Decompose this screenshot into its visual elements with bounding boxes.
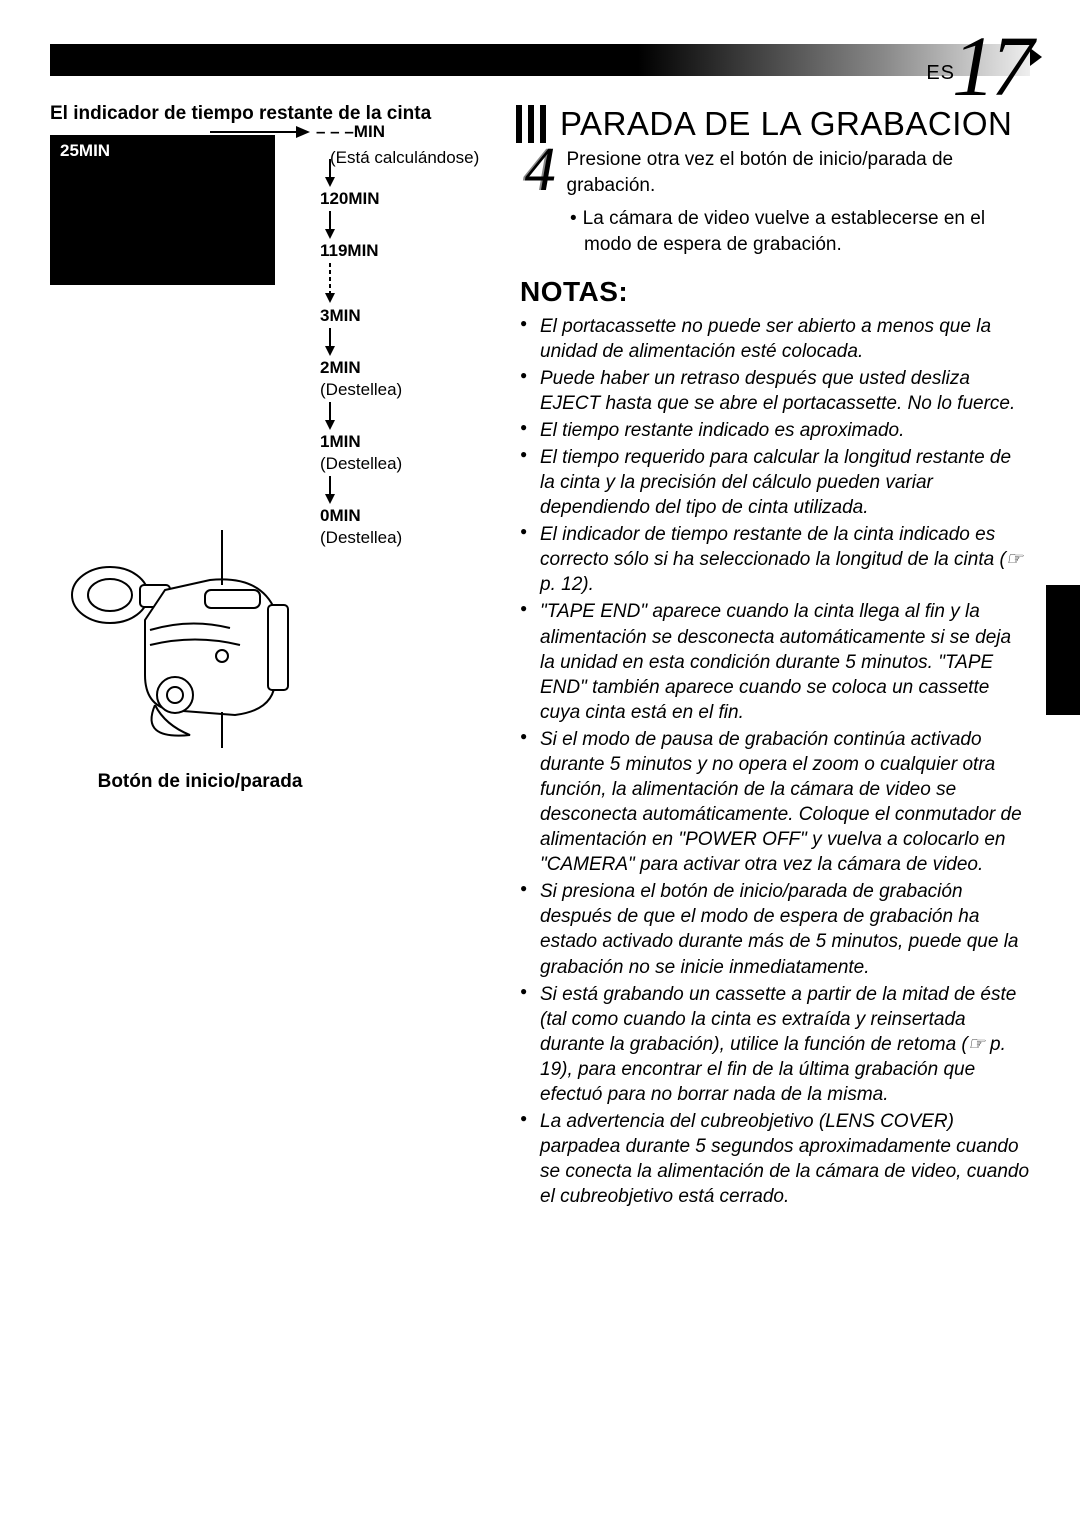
- down-arrow-icon: [320, 328, 340, 358]
- time-2-sub: (Destellea): [320, 380, 402, 400]
- step-bullet: La cámara de video vuelve a establecerse…: [584, 206, 1030, 257]
- section-header: PARADA DE LA GRABACION: [520, 103, 1030, 143]
- stripes-icon: [516, 103, 566, 143]
- note-item: El portacassette no puede ser abierto a …: [520, 314, 1030, 364]
- screen-arrow: – – –MIN: [210, 122, 385, 142]
- page-language: ES: [926, 62, 955, 85]
- notes-list: El portacassette no puede ser abierto a …: [520, 314, 1030, 1210]
- left-column: El indicador de tiempo restante de la ci…: [50, 103, 490, 1211]
- camera-illustration: Botón de inicio/parada: [50, 530, 490, 793]
- note-item: Puede haber un retraso después que usted…: [520, 366, 1030, 416]
- note-item: La advertencia del cubreobjetivo (LENS C…: [520, 1109, 1030, 1209]
- screen-time-label: 25MIN: [60, 141, 110, 160]
- section-title: PARADA DE LA GRABACION: [560, 103, 1030, 143]
- note-item: Si presiona el botón de inicio/parada de…: [520, 879, 1030, 979]
- calculating-sub: (Está calculándose): [330, 148, 479, 168]
- page-header: ES 17: [50, 30, 1030, 95]
- time-119: 119MIN: [320, 241, 402, 261]
- right-column: PARADA DE LA GRABACION 4 Presione otra v…: [520, 103, 1030, 1211]
- time-countdown: 120MIN 119MIN 3MIN 2MIN (Destellea): [320, 135, 402, 550]
- step-sub: La cámara de video vuelve a establecerse…: [570, 206, 1030, 257]
- note-item: El tiempo requerido para calcular la lon…: [520, 445, 1030, 520]
- down-arrow-icon: [320, 211, 340, 241]
- time-0: 0MIN: [320, 506, 402, 526]
- step-number: 4: [520, 147, 561, 198]
- note-item: El tiempo restante indicado es aproximad…: [520, 418, 1030, 443]
- time-3: 3MIN: [320, 306, 402, 326]
- time-2: 2MIN: [320, 358, 402, 378]
- time-120: 120MIN: [320, 189, 402, 209]
- note-item: "TAPE END" aparece cuando la cinta llega…: [520, 599, 1030, 724]
- viewfinder-screen: 25MIN: [50, 135, 275, 285]
- note-item: El indicador de tiempo restante de la ci…: [520, 522, 1030, 597]
- notes-title: NOTAS:: [520, 276, 1030, 308]
- tape-diagram: 25MIN 120MIN 119MIN 3MIN: [50, 135, 490, 550]
- step-text: Presione otra vez el botón de inicio/par…: [567, 147, 1031, 198]
- note-item: Si el modo de pausa de grabación continú…: [520, 727, 1030, 877]
- down-arrow-icon: [320, 402, 340, 432]
- page-number: 17: [952, 16, 1030, 116]
- down-arrow-dotted-icon: [320, 263, 340, 305]
- down-arrow-icon: [320, 476, 340, 506]
- side-tab: [1046, 585, 1080, 715]
- start-stop-button-label: Botón de inicio/parada: [0, 771, 490, 793]
- step-4: 4 Presione otra vez el botón de inicio/p…: [520, 147, 1030, 198]
- header-gradient: [50, 44, 1030, 76]
- calculating-label: – – –MIN: [316, 122, 385, 142]
- time-1: 1MIN: [320, 432, 402, 452]
- note-item: Si está grabando un cassette a partir de…: [520, 982, 1030, 1107]
- time-1-sub: (Destellea): [320, 454, 402, 474]
